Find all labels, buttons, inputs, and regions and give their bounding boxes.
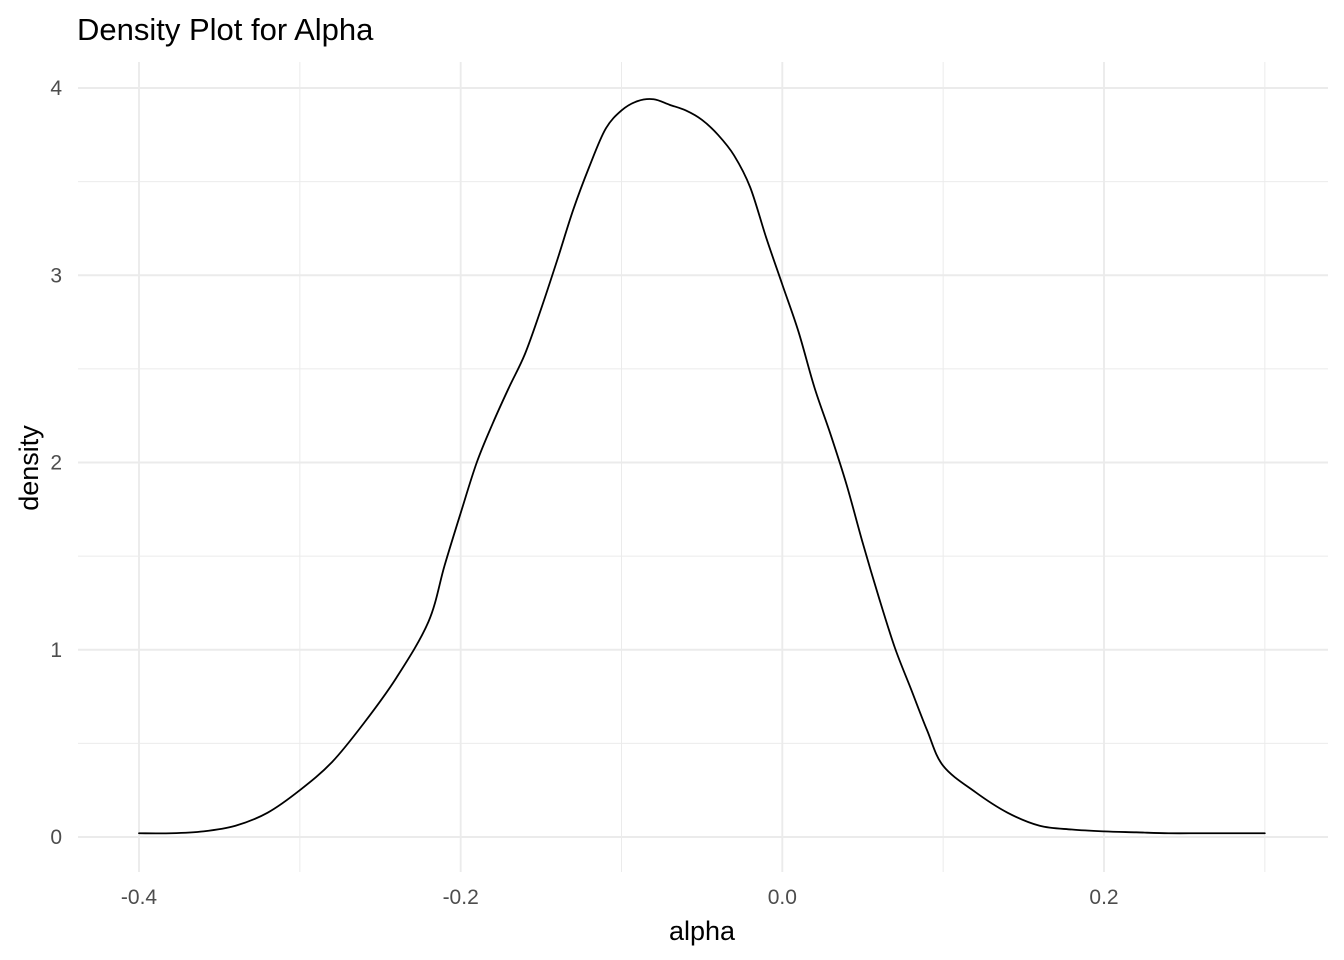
density-series xyxy=(138,98,1266,835)
minor-gridlines xyxy=(78,62,1328,872)
x-tick-label: 0.2 xyxy=(1089,886,1118,909)
x-tick-label: -0.4 xyxy=(121,886,158,909)
y-axis-label: density xyxy=(14,425,44,511)
y-tick-label: 0 xyxy=(50,826,62,849)
y-tick-label: 3 xyxy=(50,264,62,287)
x-axis-label: alpha xyxy=(669,916,736,946)
tick-labels: -0.4 -0.2 0.0 0.2 0 1 2 3 4 xyxy=(50,77,1118,909)
density-curve xyxy=(138,98,1266,835)
major-gridlines xyxy=(78,62,1328,872)
y-tick-label: 4 xyxy=(50,77,62,100)
x-tick-label: -0.2 xyxy=(443,886,479,909)
y-tick-label: 1 xyxy=(50,639,62,662)
chart-title: Density Plot for Alpha xyxy=(77,12,374,47)
y-tick-label: 2 xyxy=(50,452,62,475)
x-tick-label: 0.0 xyxy=(768,886,797,909)
